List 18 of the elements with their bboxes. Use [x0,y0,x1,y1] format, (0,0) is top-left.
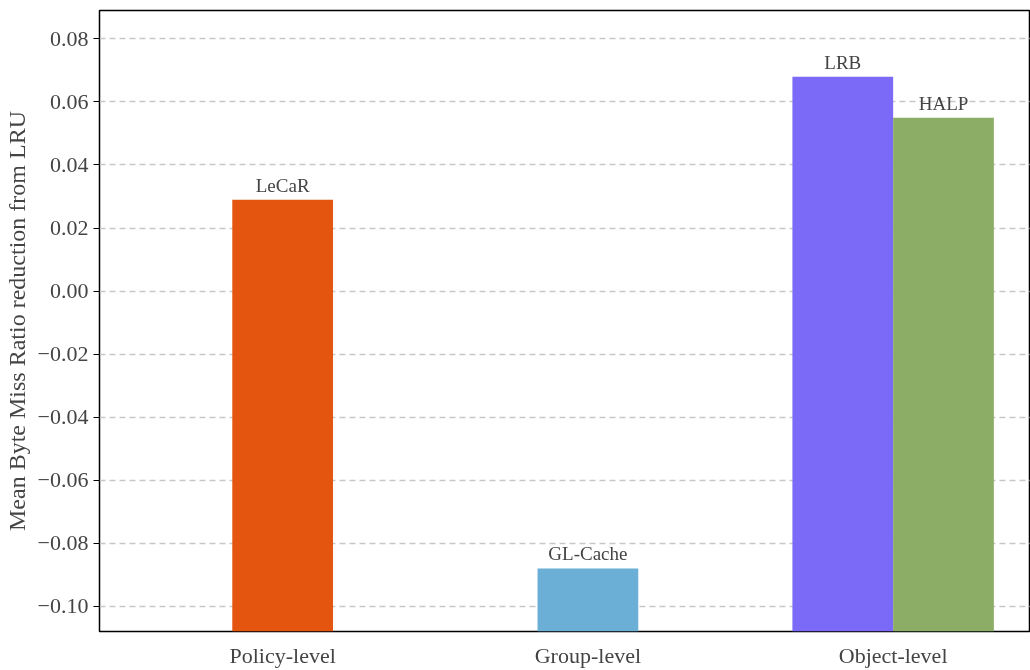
series-label: GL-Cache [548,543,628,565]
y-tick-label: 0.04 [50,151,89,177]
x-tick-label: Group-level [534,642,642,668]
series-label: LeCaR [255,174,310,196]
y-tick-label: 0.00 [50,278,89,304]
y-tick-label: −0.08 [37,530,89,556]
y-tick-label: 0.06 [50,88,89,114]
y-tick-label: 0.02 [50,215,89,241]
x-tick-label: Policy-level [229,642,336,668]
y-tick-label: −0.10 [37,593,89,619]
x-tick-label: Object-level [838,642,948,668]
y-tick-label: 0.08 [50,25,89,51]
y-tick-label: −0.06 [37,467,89,493]
y-axis-title: Mean Byte Miss Ratio reduction from LRU [3,111,30,531]
series-label: LRB [824,51,862,73]
series-label: HALP [918,92,969,114]
y-tick-label: −0.02 [37,341,89,367]
y-tick-label: −0.04 [37,404,89,430]
